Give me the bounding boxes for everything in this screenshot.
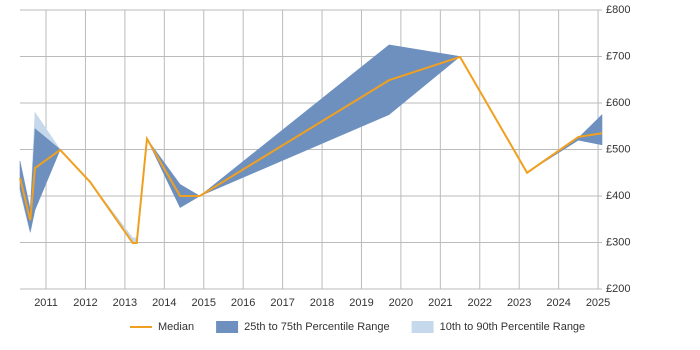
x-tick-label: 2021 (428, 297, 452, 309)
y-tick-label: £300 (606, 236, 630, 248)
median-line (19, 55, 603, 244)
legend-swatch (216, 321, 239, 333)
legend-label: Median (158, 321, 194, 333)
y-tick-label: £500 (606, 143, 630, 155)
y-tick-label: £700 (606, 50, 630, 62)
x-tick-label: 2013 (113, 297, 137, 309)
y-tick-label: £800 (606, 4, 630, 16)
x-tick-label: 2022 (468, 297, 492, 309)
x-tick-label: 2024 (546, 297, 570, 309)
x-tick-label: 2018 (310, 297, 334, 309)
range-area (19, 44, 603, 243)
y-tick-label: £600 (606, 97, 630, 109)
y-tick-label: £200 (606, 283, 630, 295)
x-tick-label: 2017 (270, 297, 294, 309)
x-tick-label: 2011 (34, 297, 58, 309)
x-tick-label: 2015 (192, 297, 216, 309)
x-tick-label: 2020 (389, 297, 413, 309)
x-tick-label: 2016 (231, 297, 255, 309)
legend-label: 10th to 90th Percentile Range (440, 321, 586, 333)
x-tick-label: 2025 (586, 297, 610, 309)
y-tick-label: £400 (606, 190, 630, 202)
x-tick-label: 2019 (349, 297, 373, 309)
legend-swatch (411, 321, 434, 333)
legend-label: 25th to 75th Percentile Range (244, 321, 390, 333)
x-tick-label: 2023 (507, 297, 531, 309)
x-tick-label: 2012 (73, 297, 97, 309)
x-tick-label: 2014 (152, 297, 176, 309)
